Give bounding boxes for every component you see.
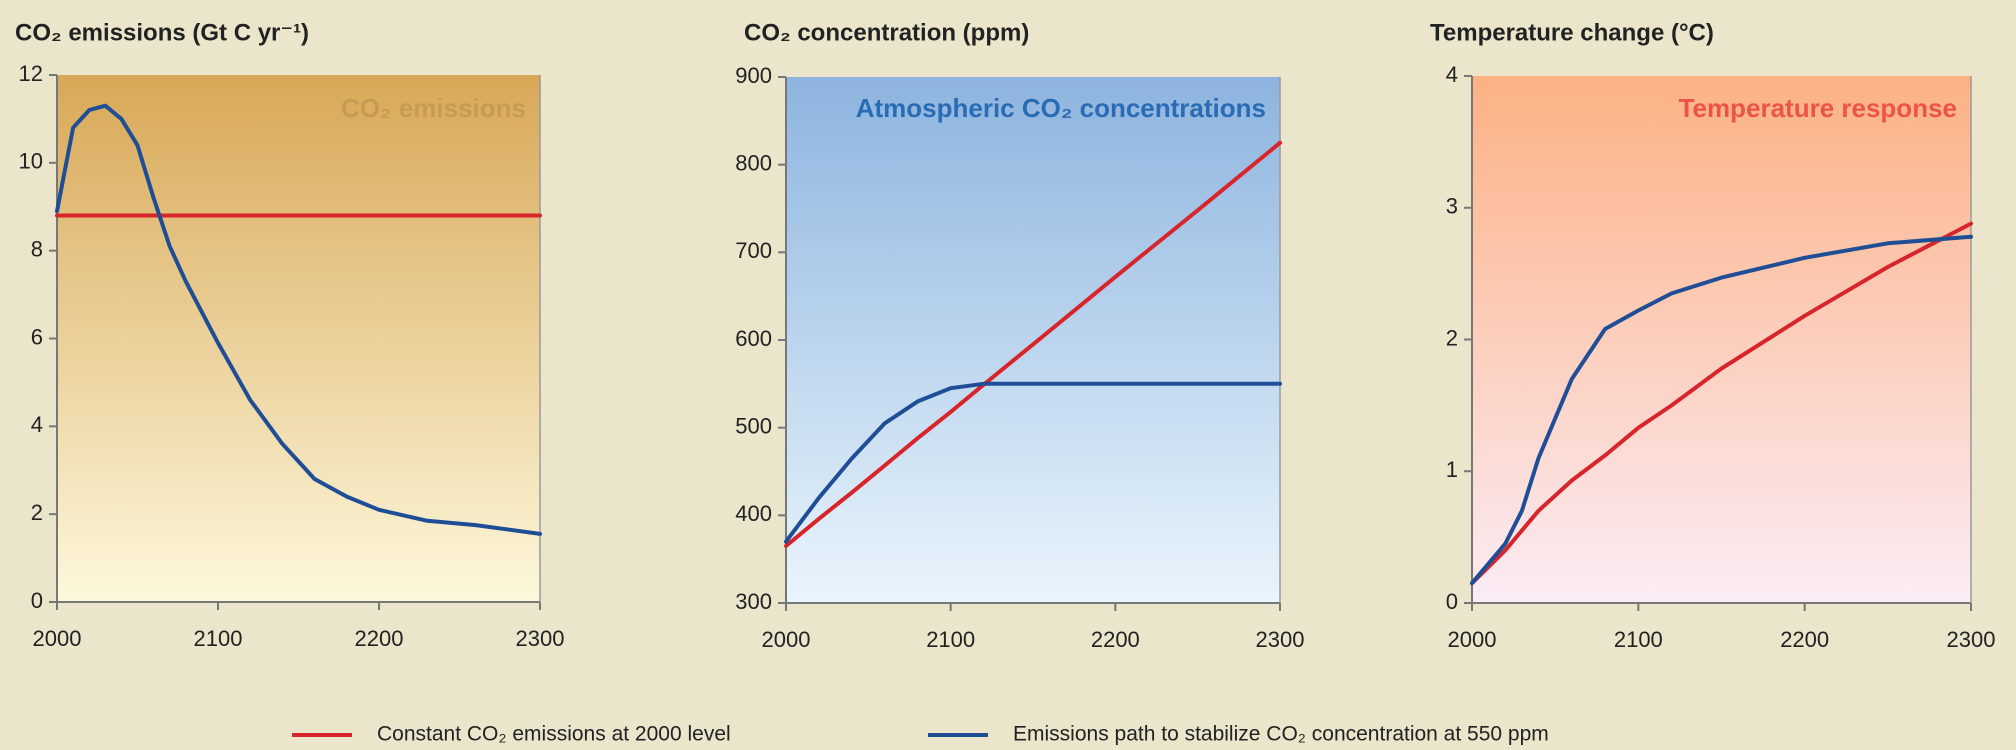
x-tick-label: 2200 [1780,627,1829,652]
plot-background [1472,76,1971,603]
x-tick-label: 2200 [1091,627,1140,652]
y-tick-label: 600 [735,326,772,351]
y-tick-label: 900 [735,63,772,88]
x-tick-label: 2100 [194,626,243,651]
y-tick-label: 500 [735,413,772,438]
plot-background [786,77,1280,603]
legend-label: Emissions path to stabilize CO₂ concentr… [1013,723,1549,746]
plot-background [57,75,540,602]
x-tick-label: 2300 [516,626,565,651]
y-tick-label: 12 [19,61,43,86]
y-tick-label: 300 [735,589,772,614]
chart-title: Temperature change (°C) [1430,19,1714,46]
x-tick-label: 2200 [355,626,404,651]
chart-title: CO₂ emissions (Gt C yr⁻¹) [15,19,309,46]
x-tick-label: 2100 [926,627,975,652]
x-tick-label: 2300 [1256,627,1305,652]
y-tick-label: 400 [735,501,772,526]
y-tick-label: 800 [735,150,772,175]
series-line [784,381,1282,544]
x-tick-label: 2300 [1947,627,1996,652]
y-tick-label: 0 [31,588,43,613]
y-tick-label: 4 [1446,62,1458,87]
x-tick-label: 2000 [33,626,82,651]
series-line [784,140,1282,548]
legend-label: Constant CO₂ emissions at 2000 level [377,723,731,746]
y-tick-label: 10 [19,149,43,174]
series-line [1470,234,1973,586]
series-line [55,103,542,536]
panel-label: CO₂ emissions [341,93,526,123]
y-tick-label: 8 [31,236,43,261]
y-tick-label: 1 [1446,457,1458,482]
x-tick-label: 2000 [762,627,811,652]
y-tick-label: 2 [31,500,43,525]
y-tick-label: 2 [1446,325,1458,350]
y-tick-label: 3 [1446,194,1458,219]
y-tick-label: 700 [735,238,772,263]
y-tick-label: 0 [1446,589,1458,614]
panel-label: Temperature response [1679,93,1957,123]
panel-label: Atmospheric CO₂ concentrations [856,93,1266,123]
chart-title: CO₂ concentration (ppm) [744,19,1029,46]
x-tick-label: 2000 [1448,627,1497,652]
y-tick-label: 4 [31,412,43,437]
x-tick-label: 2100 [1614,627,1663,652]
series-line [1470,221,1973,586]
y-tick-label: 6 [31,324,43,349]
